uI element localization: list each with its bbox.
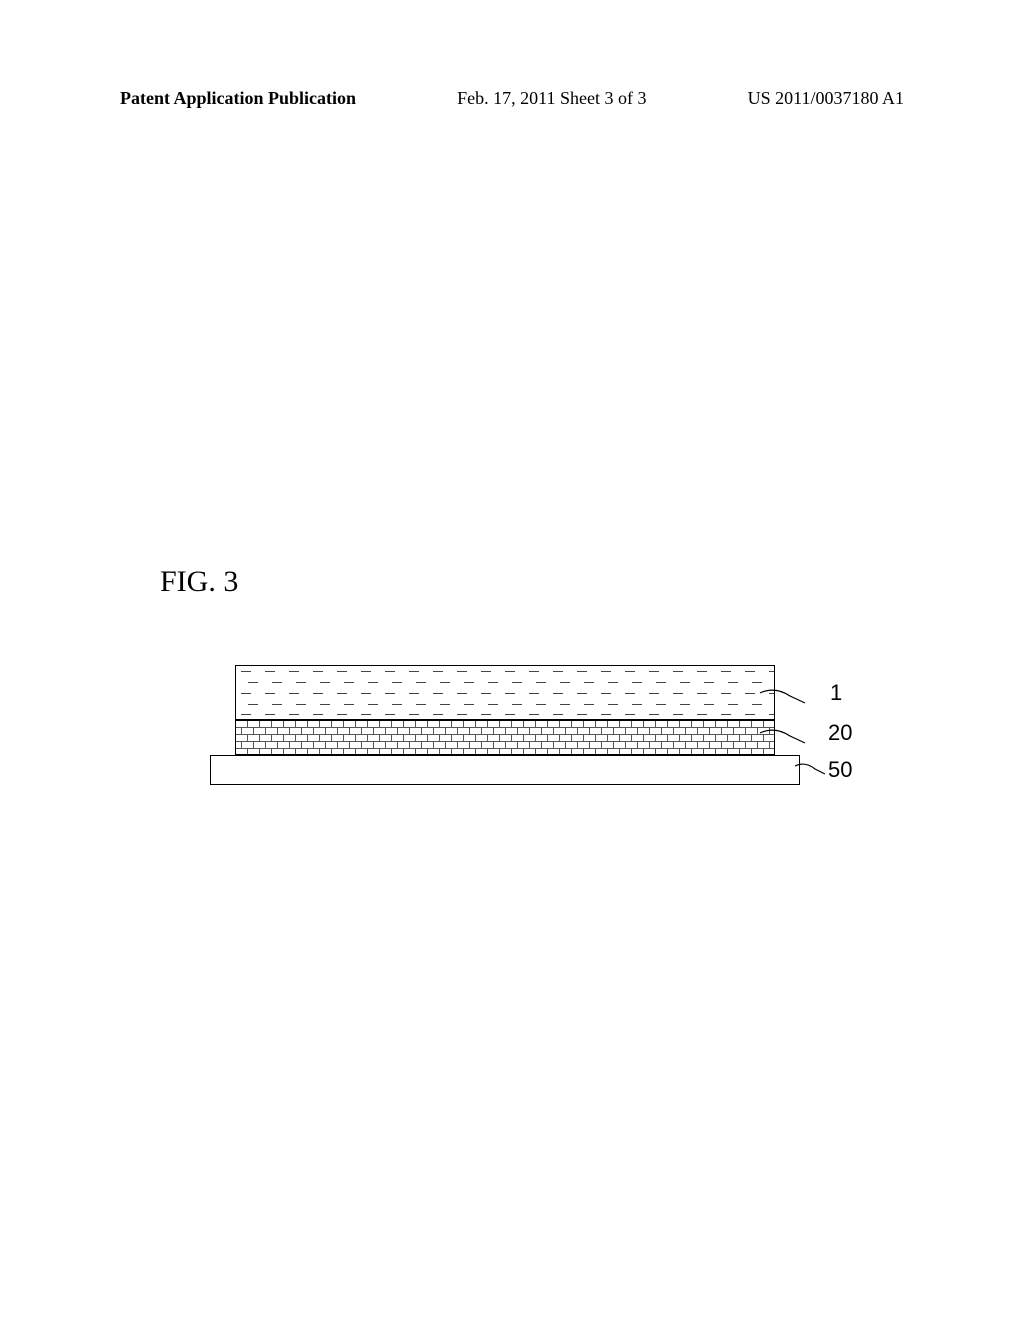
patent-number: US 2011/0037180 A1 — [748, 88, 904, 109]
figure-label: FIG. 3 — [160, 565, 238, 599]
leader-line-1 — [755, 688, 835, 718]
leader-line-20 — [755, 728, 835, 758]
cross-section-diagram — [210, 660, 830, 785]
dashes-pattern — [236, 666, 774, 719]
page-header: Patent Application Publication Feb. 17, … — [0, 88, 1024, 109]
publication-type: Patent Application Publication — [120, 88, 356, 109]
reference-number-20: 20 — [828, 720, 852, 746]
reference-number-50: 50 — [828, 757, 852, 783]
substrate-layer-50 — [210, 755, 800, 785]
top-layer-1 — [235, 665, 775, 720]
reference-number-1: 1 — [830, 680, 842, 706]
date-sheet-info: Feb. 17, 2011 Sheet 3 of 3 — [457, 88, 646, 109]
middle-layer-20 — [235, 720, 775, 755]
